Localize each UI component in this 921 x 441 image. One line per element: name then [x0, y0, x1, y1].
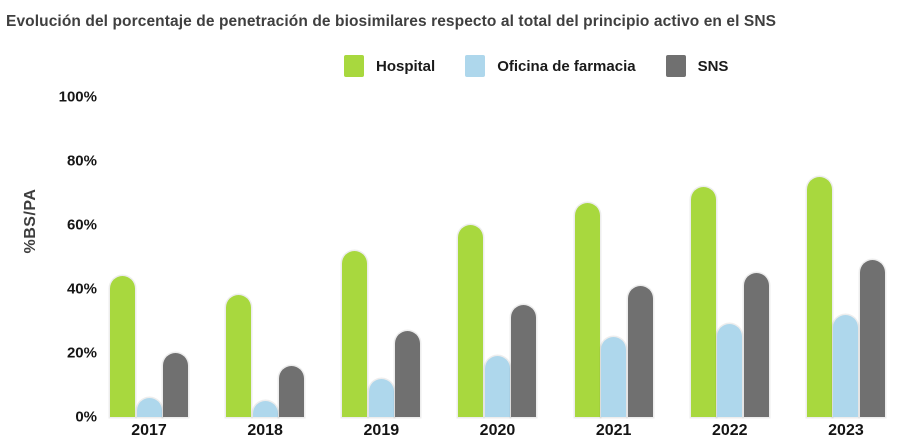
bar-group-2019: 2019 [342, 97, 421, 439]
bar-hospital-2022 [690, 186, 716, 417]
bar-sns-2019 [395, 330, 421, 417]
legend-label-oficina-de-farmacia: Oficina de farmacia [497, 57, 636, 75]
bar-group-2021: 2021 [574, 97, 653, 439]
legend-item-oficina-de-farmacia: Oficina de farmacia [465, 55, 636, 77]
bar-oficina-2022 [717, 324, 743, 417]
bar-hospital-2020 [458, 225, 484, 417]
bar-hospital-2018 [226, 295, 252, 417]
legend-label-sns: SNS [697, 57, 729, 75]
x-axis-label-2019: 2019 [363, 422, 400, 439]
bar-oficina-2017 [136, 397, 162, 417]
legend-swatch-oficina-de-farmacia [465, 55, 486, 77]
x-axis-label-2022: 2022 [711, 422, 748, 439]
bar-oficina-2019 [368, 378, 394, 417]
x-axis-label-2017: 2017 [131, 422, 167, 439]
bar-oficina-2023 [833, 314, 859, 417]
bar-oficina-2021 [601, 337, 627, 417]
bar-sns-2017 [163, 353, 188, 417]
y-tick-label-60: 60% [66, 216, 97, 234]
y-tick-label-40: 40% [66, 280, 97, 298]
bar-oficina-2018 [252, 401, 278, 417]
legend-label-hospital: Hospital [376, 57, 436, 75]
bar-group-2020: 2020 [458, 97, 537, 439]
bar-sns-2020 [511, 305, 537, 417]
y-tick-label-20: 20% [66, 344, 97, 362]
bar-sns-2022 [743, 273, 769, 417]
chart-title: Evolución del porcentaje de penetración … [6, 13, 777, 30]
x-axis-label-2020: 2020 [479, 422, 516, 439]
bar-hospital-2019 [342, 250, 368, 417]
y-tick-label-0: 0% [75, 408, 97, 426]
bar-groups-row: 2017 2018 2019 2020 2021 2022 2023 [110, 97, 885, 439]
bar-hospital-2023 [806, 177, 832, 417]
x-axis-label-2023: 2023 [828, 422, 864, 439]
legend: Hospital Oficina de farmacia SNS [344, 55, 728, 77]
bar-sns-2021 [627, 285, 653, 417]
bar-group-2018: 2018 [226, 97, 305, 439]
y-tick-label-100: 100% [58, 88, 97, 106]
bar-hospital-2021 [574, 202, 600, 417]
legend-item-hospital: Hospital [344, 55, 435, 77]
plot-area: %BS/PA 2017 2018 2019 2020 2021 2022 2023 0% 20… [0, 90, 921, 439]
bar-group-2023: 2023 [806, 97, 885, 439]
bar-group-2022: 2022 [690, 97, 769, 439]
bar-oficina-2020 [484, 356, 510, 417]
x-axis-label-2018: 2018 [247, 422, 283, 439]
bar-hospital-2017 [110, 276, 135, 417]
bar-group-2017: 2017 [110, 97, 188, 439]
y-tick-label-80: 80% [66, 152, 97, 170]
x-axis-label-2021: 2021 [595, 422, 632, 439]
legend-item-sns: SNS [665, 55, 729, 77]
legend-swatch-hospital [344, 55, 364, 77]
bar-sns-2023 [859, 260, 885, 417]
bar-sns-2018 [279, 365, 305, 417]
legend-swatch-sns [665, 55, 686, 77]
